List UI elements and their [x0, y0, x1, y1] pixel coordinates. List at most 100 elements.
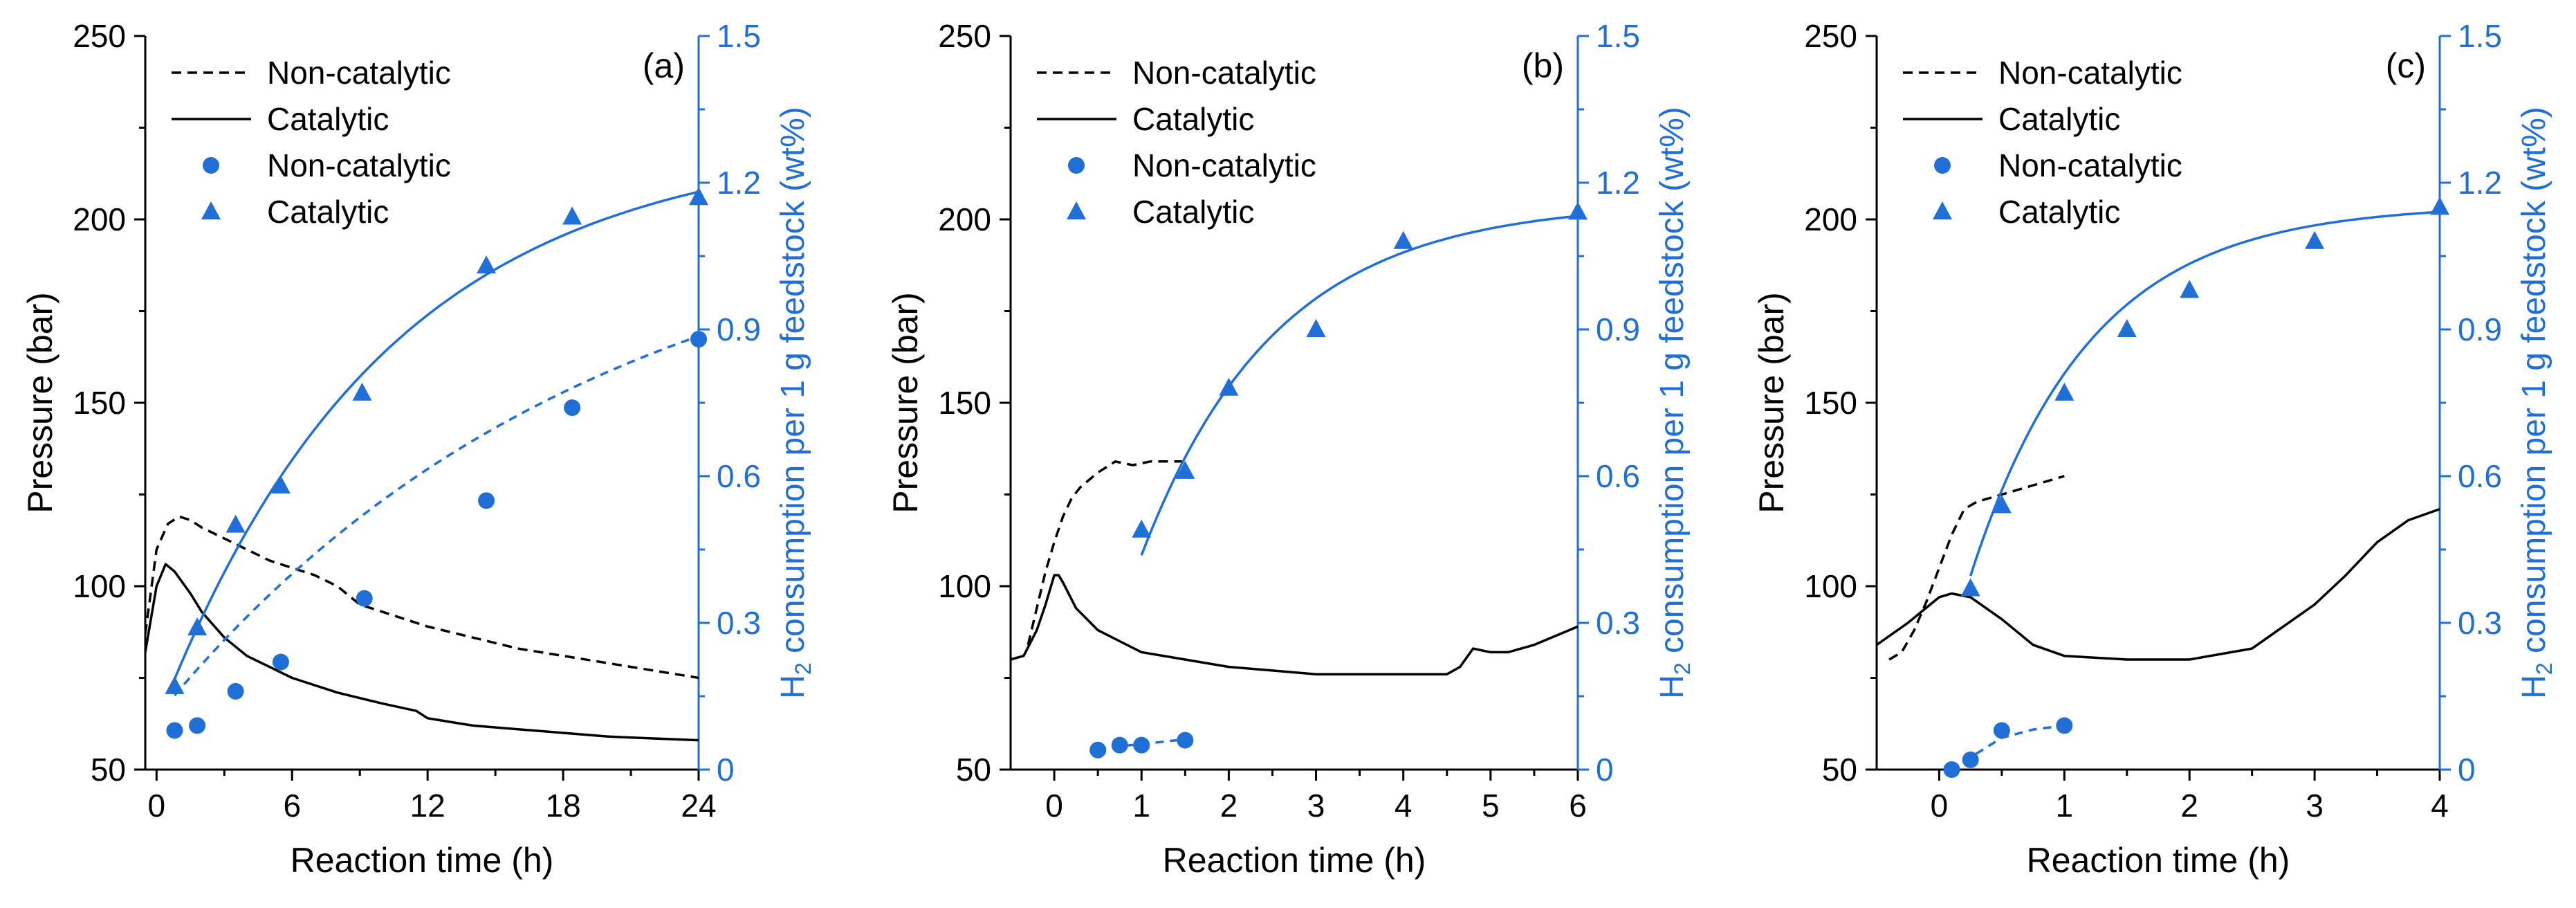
pressure-line-non-catalytic [145, 515, 699, 680]
legend-label: Non-catalytic [1998, 147, 2182, 183]
h2-point-non-catalytic [1962, 751, 1979, 768]
y2-tick-label: 0 [2458, 752, 2476, 788]
y2-tick-label: 0.3 [2458, 605, 2502, 641]
x-tick-label: 3 [1307, 788, 1325, 824]
h2-point-catalytic [2117, 319, 2137, 337]
h2-point-catalytic [689, 187, 708, 206]
h2-point-catalytic [226, 514, 246, 533]
y2-tick-label: 0.9 [717, 311, 761, 347]
x-tick-label: 3 [2306, 788, 2324, 824]
h2-point-non-catalytic [2056, 717, 2073, 734]
h2-point-non-catalytic [189, 717, 206, 734]
legend-label: Non-catalytic [1132, 147, 1316, 183]
x-axis-title: Reaction time (h) [291, 841, 554, 880]
pressure-line-catalytic [1877, 508, 2440, 661]
y2-tick-label: 1.2 [717, 165, 761, 201]
y2-tick-label: 1.5 [717, 18, 761, 54]
legend-label: Non-catalytic [1998, 55, 2182, 91]
h2-point-catalytic [2430, 197, 2449, 215]
h2-point-non-catalytic [1111, 736, 1128, 754]
h2-point-catalytic [1175, 460, 1195, 479]
h2-point-catalytic [352, 382, 372, 401]
legend-circle-marker [203, 157, 219, 174]
y2-tick-label: 0.6 [717, 458, 761, 494]
x-tick-label: 12 [410, 788, 445, 824]
y2-tick-label: 1.5 [1596, 18, 1640, 54]
h2-fit-catalytic [1969, 210, 2440, 576]
y-axis-title: Pressure (bar) [21, 292, 59, 514]
y2-title-subscript: 2 [791, 662, 816, 675]
x-tick-label: 4 [2431, 788, 2449, 824]
panel-label: (b) [1522, 46, 1564, 85]
y-axis-title: Pressure (bar) [886, 292, 925, 514]
x-tick-label: 4 [1395, 788, 1413, 824]
y-tick-label: 50 [956, 752, 991, 788]
y-tick-label: 50 [91, 752, 126, 788]
h2-point-non-catalytic [1943, 761, 1960, 778]
legend-label: Catalytic [1132, 101, 1254, 137]
legend-label: Non-catalytic [267, 55, 451, 91]
x-tick-label: 2 [1220, 788, 1238, 824]
y2-title-part: H [2516, 675, 2552, 699]
y-axis-title: Pressure (bar) [1752, 292, 1791, 514]
y-tick-label: 200 [73, 201, 126, 237]
y2-tick-label: 1.2 [1596, 165, 1640, 201]
h2-fit-non-catalytic [1097, 738, 1186, 752]
legend-circle-marker [1934, 157, 1951, 174]
y2-tick-label: 0 [717, 752, 735, 788]
y2-tick-label: 0 [1596, 752, 1614, 788]
x-tick-label: 1 [1132, 788, 1150, 824]
y2-tick-label: 0.3 [1596, 605, 1640, 641]
y-tick-label: 100 [73, 568, 126, 604]
h2-point-catalytic [1960, 578, 1980, 597]
h2-point-catalytic [1132, 519, 1152, 538]
h2-point-catalytic [1568, 201, 1588, 220]
h2-fit-non-catalytic [174, 335, 699, 696]
chart-panel-2: 0 1 2 3 4 5 6 50 100 150 200 250 0 0.3 0.6 0.9 1.2 1.5 Rea… [886, 18, 1695, 880]
h2-point-catalytic [2305, 230, 2325, 249]
y2-tick-label: 0.6 [2458, 458, 2502, 494]
h2-point-non-catalytic [227, 682, 244, 700]
y2-title-part: consumption per 1 g feedstock (wt%) [2516, 107, 2552, 662]
h2-point-catalytic [165, 675, 185, 694]
legend-label: Catalytic [267, 101, 389, 137]
y2-tick-label: 1.2 [2458, 165, 2502, 201]
legend-label: Non-catalytic [267, 147, 451, 183]
y-tick-label: 50 [1822, 752, 1857, 788]
h2-point-catalytic [270, 475, 291, 494]
y2-title-subscript: 2 [1670, 662, 1695, 675]
legend-circle-marker [1068, 157, 1085, 174]
h2-point-non-catalytic [478, 492, 495, 509]
y2-title-part: H [775, 675, 811, 699]
h2-point-catalytic [477, 255, 497, 274]
h2-point-non-catalytic [1993, 722, 2010, 739]
pressure-line-non-catalytic [1888, 475, 2065, 661]
x-axis-title: Reaction time (h) [2027, 841, 2290, 880]
x-tick-label: 24 [681, 788, 716, 824]
plot-area [1877, 210, 2440, 770]
legend-label: Non-catalytic [1132, 55, 1316, 91]
pressure-line-non-catalytic [1027, 460, 1186, 646]
y2-tick-label: 0.9 [2458, 311, 2502, 347]
h2-point-catalytic [1991, 495, 2012, 514]
y-tick-label: 100 [938, 568, 991, 604]
y2-axis-title: H2 consumption per 1 g feedstock (wt%) [2516, 107, 2557, 699]
h2-point-catalytic [562, 206, 582, 225]
legend-label: Catalytic [1998, 194, 2120, 230]
h2-fit-catalytic [1140, 215, 1578, 556]
h2-point-catalytic [1393, 230, 1413, 249]
y2-title-part: consumption per 1 g feedstock (wt%) [775, 107, 811, 662]
h2-point-non-catalytic [564, 399, 581, 417]
y2-tick-label: 0.3 [717, 605, 761, 641]
y-tick-label: 100 [1804, 568, 1857, 604]
y-tick-label: 200 [938, 201, 991, 237]
h2-point-non-catalytic [1133, 736, 1150, 754]
x-tick-label: 18 [545, 788, 580, 824]
h2-point-non-catalytic [690, 331, 707, 348]
h2-point-non-catalytic [1177, 732, 1194, 749]
y-tick-label: 150 [1804, 385, 1857, 421]
h2-point-non-catalytic [356, 590, 373, 607]
y2-title-part: H [1654, 675, 1691, 699]
plot-area [1011, 215, 1578, 752]
legend-triangle-marker [1067, 201, 1086, 219]
